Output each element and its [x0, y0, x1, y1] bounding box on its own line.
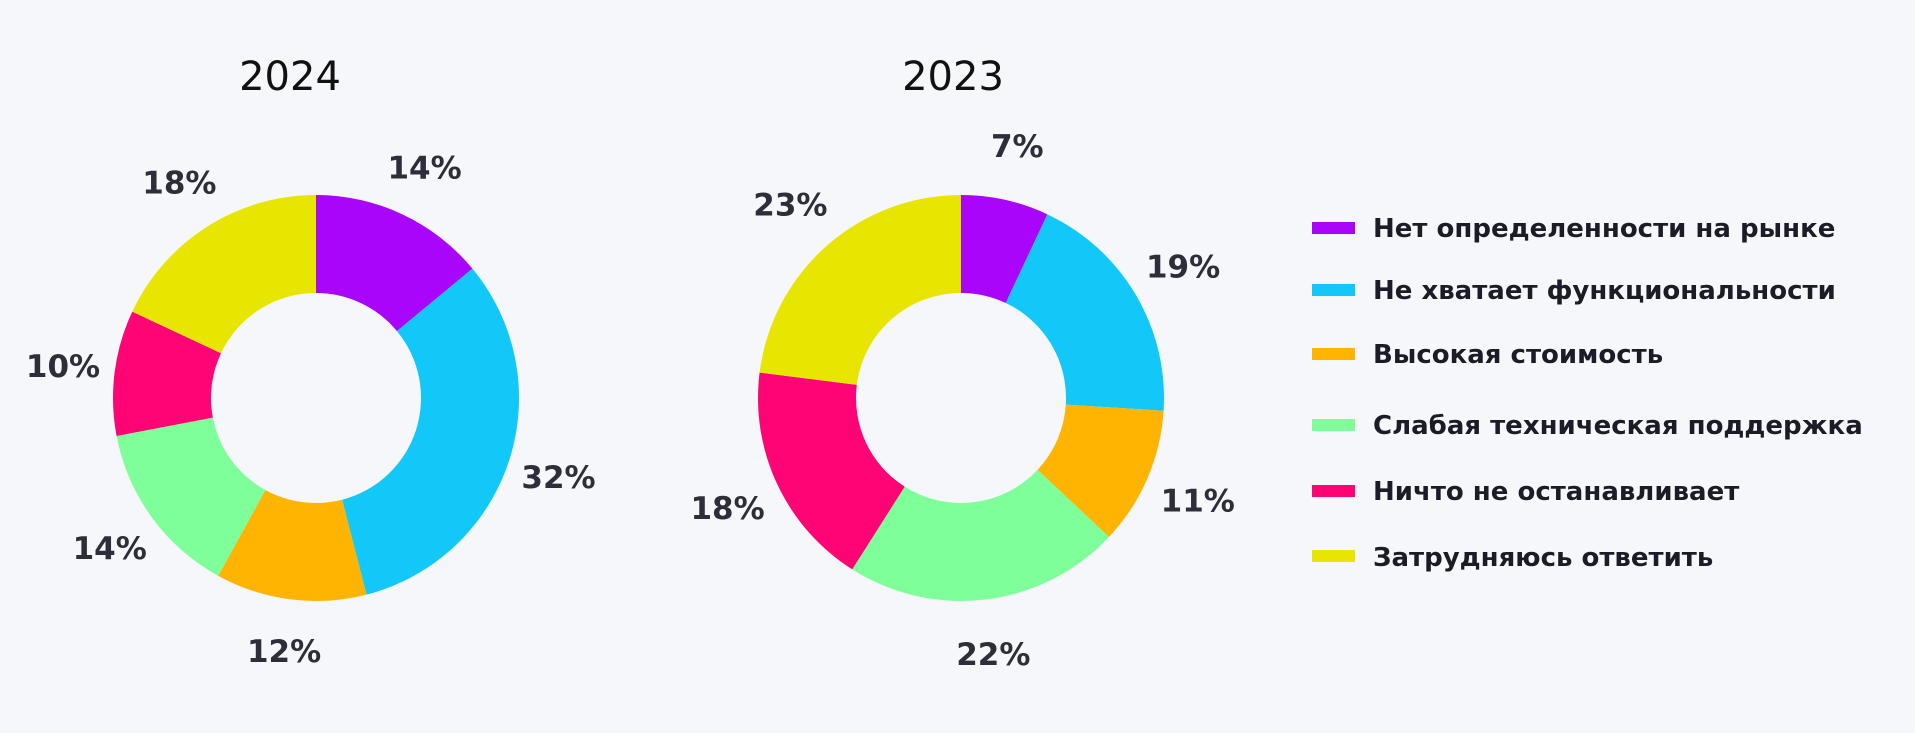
donut-slice: [112, 311, 221, 437]
legend: Нет определенности на рынке Не хватает ф…: [1312, 214, 1863, 573]
legend-swatch: [1312, 550, 1355, 562]
legend-item: Затрудняюсь ответить: [1312, 543, 1713, 573]
chart-title-2023: 2023: [902, 54, 1004, 100]
donut-slice: [1037, 404, 1164, 537]
slice-percent-label: 12%: [247, 634, 321, 670]
slice-percent-label: 10%: [26, 349, 100, 385]
legend-swatch: [1312, 284, 1355, 296]
donut-chart-2024: 2024 14% 32% 12% 14% 10% 18%: [26, 54, 596, 670]
slice-percent-label: 18%: [690, 491, 764, 527]
legend-label: Ничто не останавливает: [1373, 477, 1739, 507]
donut-chart-2023: 2023 7% 19% 11% 22% 18% 23%: [690, 54, 1234, 673]
donut-slice: [342, 268, 519, 595]
legend-item: Ничто не останавливает: [1312, 477, 1739, 507]
slice-percent-label: 32%: [521, 460, 595, 496]
donut-slice: [759, 195, 961, 385]
donut-slice: [852, 469, 1109, 601]
donut-slice: [218, 490, 367, 601]
slice-percent-label: 19%: [1146, 250, 1220, 286]
legend-swatch: [1312, 419, 1355, 431]
legend-label: Слабая техническая поддержка: [1373, 411, 1863, 441]
slice-percent-label: 23%: [753, 187, 827, 223]
donut-slice: [758, 372, 905, 570]
slice-percent-label: 18%: [142, 166, 216, 202]
slice-percent-label: 14%: [387, 150, 461, 186]
slice-percent-label: 7%: [991, 129, 1044, 165]
legend-swatch: [1312, 485, 1355, 497]
legend-item: Нет определенности на рынке: [1312, 214, 1835, 244]
legend-label: Нет определенности на рынке: [1373, 214, 1835, 244]
donut-slice: [316, 195, 473, 332]
donut-slice: [961, 195, 1048, 303]
donut-slice: [132, 195, 316, 354]
legend-label: Высокая стоимость: [1373, 340, 1663, 370]
slice-percent-label: 11%: [1161, 483, 1235, 519]
slice-percent-label: 14%: [73, 531, 147, 567]
legend-item: Слабая техническая поддержка: [1312, 411, 1863, 441]
legend-label: Затрудняюсь ответить: [1373, 543, 1713, 573]
legend-swatch: [1312, 222, 1355, 234]
legend-label: Не хватает функциональности: [1373, 276, 1836, 306]
legend-item: Высокая стоимость: [1312, 340, 1663, 370]
legend-swatch: [1312, 348, 1355, 360]
chart-title-2024: 2024: [239, 54, 341, 100]
donut-slice: [1005, 214, 1164, 411]
legend-item: Не хватает функциональности: [1312, 276, 1836, 306]
donut-slice: [116, 417, 266, 576]
slice-percent-label: 22%: [956, 637, 1030, 673]
